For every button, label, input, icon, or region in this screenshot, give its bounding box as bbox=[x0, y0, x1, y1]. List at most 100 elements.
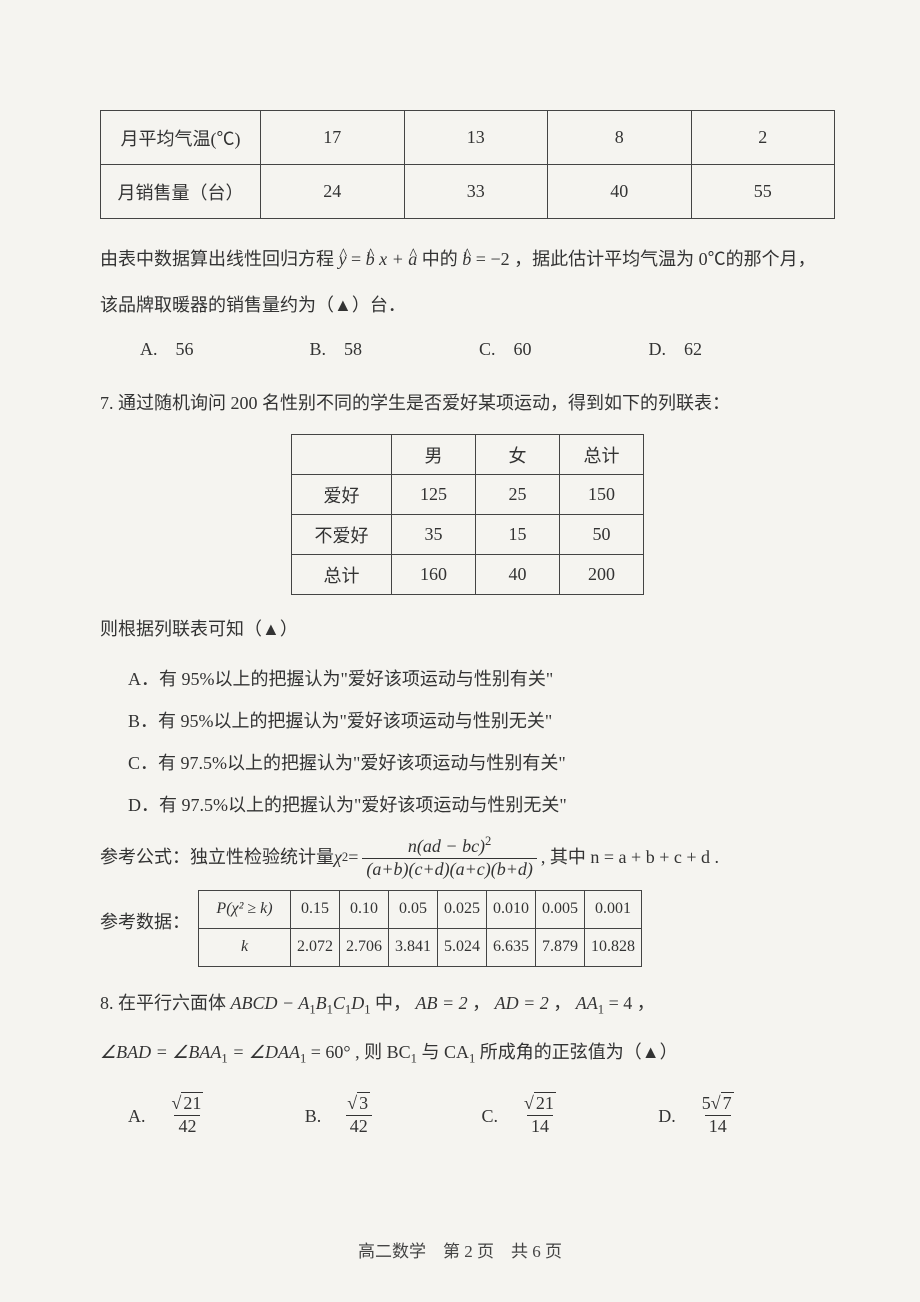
q8-l1e: D bbox=[351, 993, 364, 1013]
q8-opt-c: C. √21 14 bbox=[482, 1094, 659, 1137]
q6-text2: 中的 bbox=[422, 249, 463, 269]
chi-square-table: P(χ² ≥ k) 0.15 0.10 0.05 0.025 0.010 0.0… bbox=[198, 890, 642, 967]
t2-r1l: 爱好 bbox=[292, 475, 392, 515]
formula-chi: χ bbox=[334, 845, 342, 870]
t3-r1-4: 0.010 bbox=[487, 890, 536, 928]
q8-optD-l: D. bbox=[658, 1102, 694, 1128]
t3-r1-1: 0.10 bbox=[340, 890, 389, 928]
t2-r3l: 总计 bbox=[292, 555, 392, 595]
q8-sep2: ， bbox=[553, 993, 576, 1013]
q8-optB-l: B. bbox=[305, 1102, 340, 1128]
q8-optD-den: 14 bbox=[705, 1115, 731, 1137]
q6-text1: 由表中数据算出线性回归方程 bbox=[100, 249, 334, 269]
q7-then: 则根据列联表可知（▲） bbox=[100, 611, 835, 649]
t2-r2-2: 50 bbox=[560, 515, 644, 555]
q7-choice-d: D．有 97.5%以上的把握认为"爱好该项运动与性别无关" bbox=[128, 791, 835, 817]
q8-ad: AD = 2 bbox=[495, 993, 549, 1013]
q6-options: A. 56 B. 58 C. 60 D. 62 bbox=[100, 335, 835, 361]
t3-r1-2: 0.05 bbox=[389, 890, 438, 928]
q8-l1d: C bbox=[333, 993, 345, 1013]
t3-r2-5: 7.879 bbox=[536, 928, 585, 966]
row2-v0: 24 bbox=[261, 165, 405, 219]
t2-blank bbox=[292, 435, 392, 475]
row1-v3: 2 bbox=[691, 111, 835, 165]
q8-opt-b: B. √3 42 bbox=[305, 1094, 482, 1137]
q8-l1b: ABCD − A bbox=[231, 993, 310, 1013]
t3-r1-0: 0.15 bbox=[291, 890, 340, 928]
ref-label: 参考数据： bbox=[100, 890, 190, 934]
t2-r1-2: 150 bbox=[560, 475, 644, 515]
q8-optA-den: 42 bbox=[174, 1115, 200, 1137]
t2-h3: 总计 bbox=[560, 435, 644, 475]
t2-r1-0: 125 bbox=[392, 475, 476, 515]
q6-line1: 由表中数据算出线性回归方程 y = b x + a 中的 b = −2 ，据此估… bbox=[100, 241, 835, 279]
q8-optB-den: 42 bbox=[346, 1115, 372, 1137]
t3-r2-2: 3.841 bbox=[389, 928, 438, 966]
row1-label: 月平均气温(℃) bbox=[101, 111, 261, 165]
q8-optC-den: 14 bbox=[527, 1115, 553, 1137]
formula-den: (a+b)(c+d)(a+c)(b+d) bbox=[362, 858, 537, 880]
q8-aa: AA bbox=[576, 993, 598, 1013]
chi-square-formula: 参考公式：独立性检验统计量 χ2 = n(ad − bc)2 (a+b)(c+d… bbox=[100, 835, 835, 880]
t3-r2-3: 5.024 bbox=[438, 928, 487, 966]
q8-line2: ∠BAD = ∠BAA1 = ∠DAA1 = 60° , 则 BC1 与 CA1… bbox=[100, 1032, 835, 1074]
q8-line1: 8. 在平行六面体 ABCD − A1B1C1D1 中， AB = 2 ， AD… bbox=[100, 983, 835, 1025]
q6-bhat2: b bbox=[462, 249, 471, 269]
q8-l1a: 8. 在平行六面体 bbox=[100, 993, 231, 1013]
page-footer: 高二数学 第 2 页 共 6 页 bbox=[0, 1237, 920, 1262]
q6-opt-d: D. 62 bbox=[649, 335, 814, 361]
q6-bval: = −2 bbox=[476, 249, 510, 269]
q8-optC-l: C. bbox=[482, 1102, 517, 1128]
row1-v0: 17 bbox=[261, 111, 405, 165]
row1-v1: 13 bbox=[404, 111, 548, 165]
t2-r3-0: 160 bbox=[392, 555, 476, 595]
q7-choice-b: B．有 95%以上的把握认为"爱好该项运动与性别无关" bbox=[128, 707, 835, 733]
formula-fraction: n(ad − bc)2 (a+b)(c+d)(a+c)(b+d) bbox=[362, 835, 537, 880]
t2-h1: 男 bbox=[392, 435, 476, 475]
q6-text3: ，据此估计平均气温为 0℃的那个月， bbox=[514, 249, 816, 269]
row2-v2: 40 bbox=[548, 165, 692, 219]
q8-optD-pre: 5 bbox=[702, 1093, 711, 1113]
q8: 8. 在平行六面体 ABCD − A1B1C1D1 中， AB = 2 ， AD… bbox=[100, 983, 835, 1137]
q6-line2: 该品牌取暖器的销售量约为（▲）台． bbox=[100, 287, 835, 325]
q8-optA-num: 21 bbox=[181, 1092, 203, 1113]
t3-r2-4: 6.635 bbox=[487, 928, 536, 966]
q8-optD-num: 7 bbox=[721, 1092, 734, 1113]
reference-data-row: 参考数据： P(χ² ≥ k) 0.15 0.10 0.05 0.025 0.0… bbox=[100, 890, 835, 967]
q6-bhat: b bbox=[366, 249, 375, 269]
formula-suffix: , 其中 n = a + b + c + d . bbox=[541, 845, 719, 870]
q6-opt-b: B. 58 bbox=[310, 335, 475, 361]
q8-opt-a: A. √21 42 bbox=[128, 1094, 305, 1137]
t3-r1-5: 0.005 bbox=[536, 890, 585, 928]
temperature-sales-table: 月平均气温(℃) 17 13 8 2 月销售量（台） 24 33 40 55 bbox=[100, 110, 835, 219]
q8-ab: AB = 2 bbox=[416, 993, 468, 1013]
formula-num: n(ad − bc) bbox=[408, 836, 485, 856]
q7-choice-c: C．有 97.5%以上的把握认为"爱好该项运动与性别有关" bbox=[128, 749, 835, 775]
q6-ahat: a bbox=[408, 249, 417, 269]
t3-r2-1: 2.706 bbox=[340, 928, 389, 966]
q8-l2c: = 60° , 则 BC bbox=[311, 1042, 411, 1062]
q8-aa-v: = 4 ， bbox=[609, 993, 655, 1013]
q6-x: x + bbox=[379, 249, 408, 269]
t2-r3-2: 200 bbox=[560, 555, 644, 595]
q8-l1f: 中， bbox=[375, 993, 416, 1013]
t2-r1-1: 25 bbox=[476, 475, 560, 515]
t3-r1l: P(χ² ≥ k) bbox=[199, 890, 291, 928]
q8-optA-l: A. bbox=[128, 1102, 164, 1128]
q7-choice-a: A．有 95%以上的把握认为"爱好该项运动与性别有关" bbox=[128, 665, 835, 691]
q8-options: A. √21 42 B. √3 42 C. √21 14 D. 5√7 bbox=[100, 1094, 835, 1137]
q8-l2e: 所成角的正弦值为（▲） bbox=[480, 1042, 678, 1062]
q8-l2a: ∠BAD = ∠BAA bbox=[100, 1042, 221, 1062]
q8-l2b: = ∠DAA bbox=[232, 1042, 300, 1062]
q8-l1c: B bbox=[316, 993, 327, 1013]
t3-r2-0: 2.072 bbox=[291, 928, 340, 966]
q7-stem: 7. 通过随机询问 200 名性别不同的学生是否爱好某项运动，得到如下的列联表： bbox=[100, 385, 835, 423]
q6-opt-c: C. 60 bbox=[479, 335, 644, 361]
t2-r2-0: 35 bbox=[392, 515, 476, 555]
q8-optC-num: 21 bbox=[534, 1092, 556, 1113]
t2-r3-1: 40 bbox=[476, 555, 560, 595]
q8-optB-num: 3 bbox=[357, 1092, 370, 1113]
q6-opt-a: A. 56 bbox=[140, 335, 305, 361]
t2-h2: 女 bbox=[476, 435, 560, 475]
formula-num-sq: 2 bbox=[485, 834, 491, 848]
